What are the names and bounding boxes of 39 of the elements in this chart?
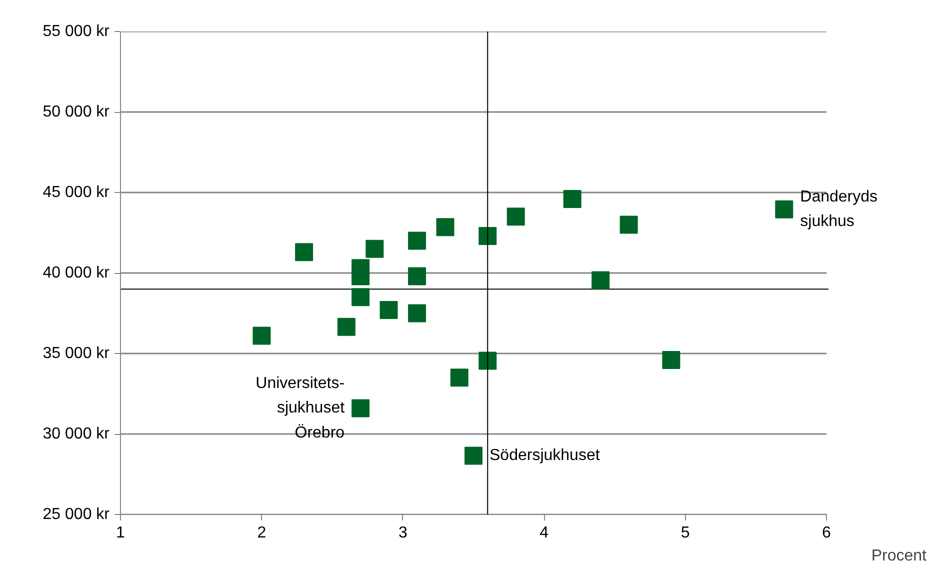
x-tick-label: 2 xyxy=(257,524,266,542)
annotation: Södersjukhuset xyxy=(490,447,600,464)
point xyxy=(592,271,610,290)
y-tick-label: 25 000 kr xyxy=(42,506,110,523)
point xyxy=(352,399,370,418)
annotation: Universitets- sjukhuset Örebro xyxy=(256,375,346,442)
point xyxy=(464,446,482,465)
point xyxy=(478,226,497,245)
point xyxy=(478,352,497,370)
point xyxy=(252,326,271,345)
x-tick-label: 5 xyxy=(680,524,690,542)
x-tick-label: 1 xyxy=(116,524,126,542)
y-tick-label: 55 000 kr xyxy=(42,23,110,40)
point xyxy=(620,216,638,234)
point xyxy=(775,200,794,218)
point xyxy=(563,190,582,208)
x-tick-label: 3 xyxy=(398,524,408,542)
point xyxy=(506,208,525,226)
point xyxy=(408,304,426,322)
point xyxy=(366,240,384,258)
point xyxy=(436,218,454,236)
point xyxy=(352,288,370,306)
annotation: Danderyds sjukhus xyxy=(800,188,878,230)
y-tick-label: 30 000 kr xyxy=(42,426,110,442)
point xyxy=(337,318,356,336)
point xyxy=(450,368,468,387)
y-tick-label: 50 000 kr xyxy=(42,104,110,120)
y-tick-label: 35 000 kr xyxy=(42,345,110,362)
x-axis-title: Procent xyxy=(871,548,928,564)
y-tick-label: 45 000 kr xyxy=(42,184,110,201)
x-tick-label: 6 xyxy=(822,524,832,542)
point xyxy=(295,243,314,262)
point xyxy=(352,267,370,286)
y-tick-label: 40 000 kr xyxy=(42,264,110,282)
point xyxy=(408,267,426,286)
x-tick-label: 4 xyxy=(540,524,549,542)
point xyxy=(380,301,398,320)
point xyxy=(408,232,426,250)
point xyxy=(662,350,680,369)
